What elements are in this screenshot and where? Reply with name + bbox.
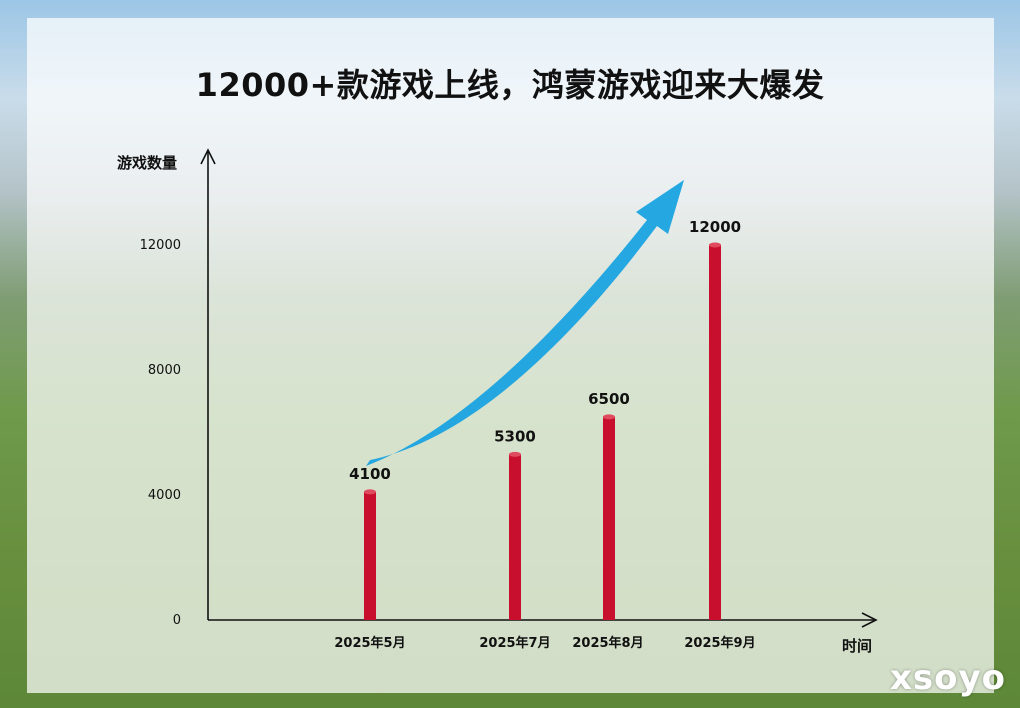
bar-2 [509,454,521,620]
x-categories: 2025年5月 2025年7月 2025年8月 2025年9月 [334,635,755,651]
y-ticks: 0 4000 8000 12000 [140,238,181,628]
bar-3 [603,416,615,620]
data-label-2: 5300 [494,427,536,445]
y-tick-label: 4000 [148,488,181,503]
y-axis-arrowhead [200,148,216,165]
bar-4 [709,245,721,620]
x-axis-arrowhead [861,612,878,628]
x-axis-label: 时间 [842,637,872,655]
bar-1 [364,491,376,620]
data-labels: 4100 5300 6500 12000 [349,218,741,483]
bar-cap-4 [709,242,721,248]
y-axis-label: 游戏数量 [117,154,177,172]
x-category-label-2: 2025年7月 [479,635,550,651]
data-label-4: 12000 [689,218,741,236]
watermark: xsoyo [889,658,1006,698]
y-tick-label: 8000 [148,363,181,378]
x-category-label-1: 2025年5月 [334,635,405,651]
trend-arrow [366,180,684,466]
chart-title: 12000+款游戏上线，鸿蒙游戏迎来大爆发 [195,66,825,104]
y-tick-label: 0 [173,613,181,628]
data-label-1: 4100 [349,465,391,483]
data-label-3: 6500 [588,390,630,408]
bars [364,242,721,620]
bar-cap-1 [364,489,376,495]
trend-arrow-up [366,180,684,466]
y-tick-label: 12000 [140,238,181,253]
x-category-label-3: 2025年8月 [572,635,643,651]
bar-cap-2 [509,451,521,457]
bar-cap-3 [603,414,615,420]
x-category-label-4: 2025年9月 [684,635,755,651]
